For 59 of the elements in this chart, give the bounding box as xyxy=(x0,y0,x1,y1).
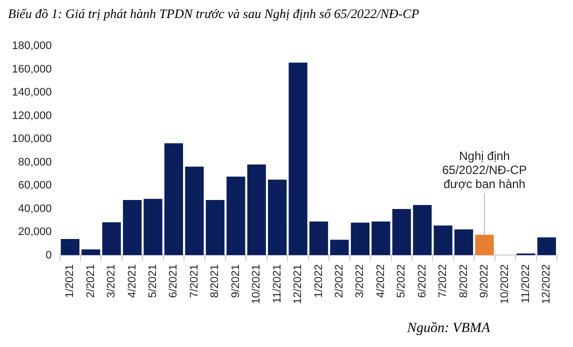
x-tick-label: 2/2021 xyxy=(84,264,97,298)
bar xyxy=(102,222,121,256)
bar xyxy=(122,200,142,256)
y-tick-label: 140,000 xyxy=(12,86,52,99)
x-tick-label: 7/2021 xyxy=(188,264,200,298)
chart-title: Biểu đồ 1: Giá trị phát hành TPDN trước và sau Nghị định số 65/2022/NĐ-CP xyxy=(8,6,420,21)
y-tick-label: 120,000 xyxy=(12,110,52,122)
bar xyxy=(185,166,204,256)
y-tick-label: 180,000 xyxy=(12,40,52,52)
x-tick-label: 8/2022 xyxy=(458,264,470,298)
y-tick-label: 20,000 xyxy=(18,226,52,238)
x-tick-label: 5/2021 xyxy=(147,264,160,298)
y-tick-label: 0 xyxy=(46,249,52,262)
bar xyxy=(413,205,432,256)
x-tick-label: 10/2021 xyxy=(250,264,263,304)
text: Nguồn: VBMA xyxy=(406,321,490,336)
x-tick-label: 1/2022 xyxy=(312,264,325,298)
y-tick-label: 80,000 xyxy=(18,156,52,168)
annotation: Nghị định 65/2022/NĐ-CP được ban hành xyxy=(442,149,527,191)
x-tick-label: 11/2021 xyxy=(271,264,284,304)
y-tick-label: 40,000 xyxy=(18,202,52,215)
bar xyxy=(330,240,349,256)
x-tick-label: 9/2022 xyxy=(478,264,491,298)
x-tick-label: 12/2021 xyxy=(292,264,304,304)
bar xyxy=(309,222,328,256)
bar xyxy=(372,222,390,256)
x-tick-label: 3/2022 xyxy=(354,264,366,298)
bar xyxy=(537,237,556,256)
bar xyxy=(434,225,452,256)
y-tick-label: 100,000 xyxy=(12,133,52,146)
x-tick-label: 12/2022 xyxy=(540,264,553,304)
x-tick-label: 2/2022 xyxy=(333,264,346,298)
y-tick-label: 160,000 xyxy=(12,63,52,76)
bar xyxy=(164,143,184,256)
x-tick-label: 3/2021 xyxy=(106,264,118,298)
bar xyxy=(288,62,308,256)
bar xyxy=(60,238,80,256)
bar xyxy=(268,180,287,256)
bar xyxy=(454,229,474,256)
bar xyxy=(350,222,370,256)
bar xyxy=(475,234,494,256)
x-tick-label: 11/2022 xyxy=(520,264,532,304)
x-tick-label: 6/2021 xyxy=(168,264,180,298)
x-tick-label: 10/2022 xyxy=(499,264,512,304)
bar xyxy=(82,249,100,256)
x-tick-label: 8/2021 xyxy=(209,264,222,298)
bar xyxy=(247,164,266,256)
x-tick-label: 7/2022 xyxy=(437,264,450,298)
x-tick-label: 6/2022 xyxy=(416,264,428,298)
y-tick-label: 60,000 xyxy=(18,180,52,192)
x-tick-label: 4/2021 xyxy=(126,264,138,298)
x-tick-label: 9/2021 xyxy=(230,264,242,298)
x-tick-label: 5/2022 xyxy=(396,264,408,298)
bar xyxy=(392,208,411,256)
bar xyxy=(226,176,246,256)
bar xyxy=(206,200,224,256)
x-tick-label: 1/2021 xyxy=(64,264,76,298)
bar xyxy=(144,198,162,256)
x-tick-label: 4/2022 xyxy=(374,264,387,298)
